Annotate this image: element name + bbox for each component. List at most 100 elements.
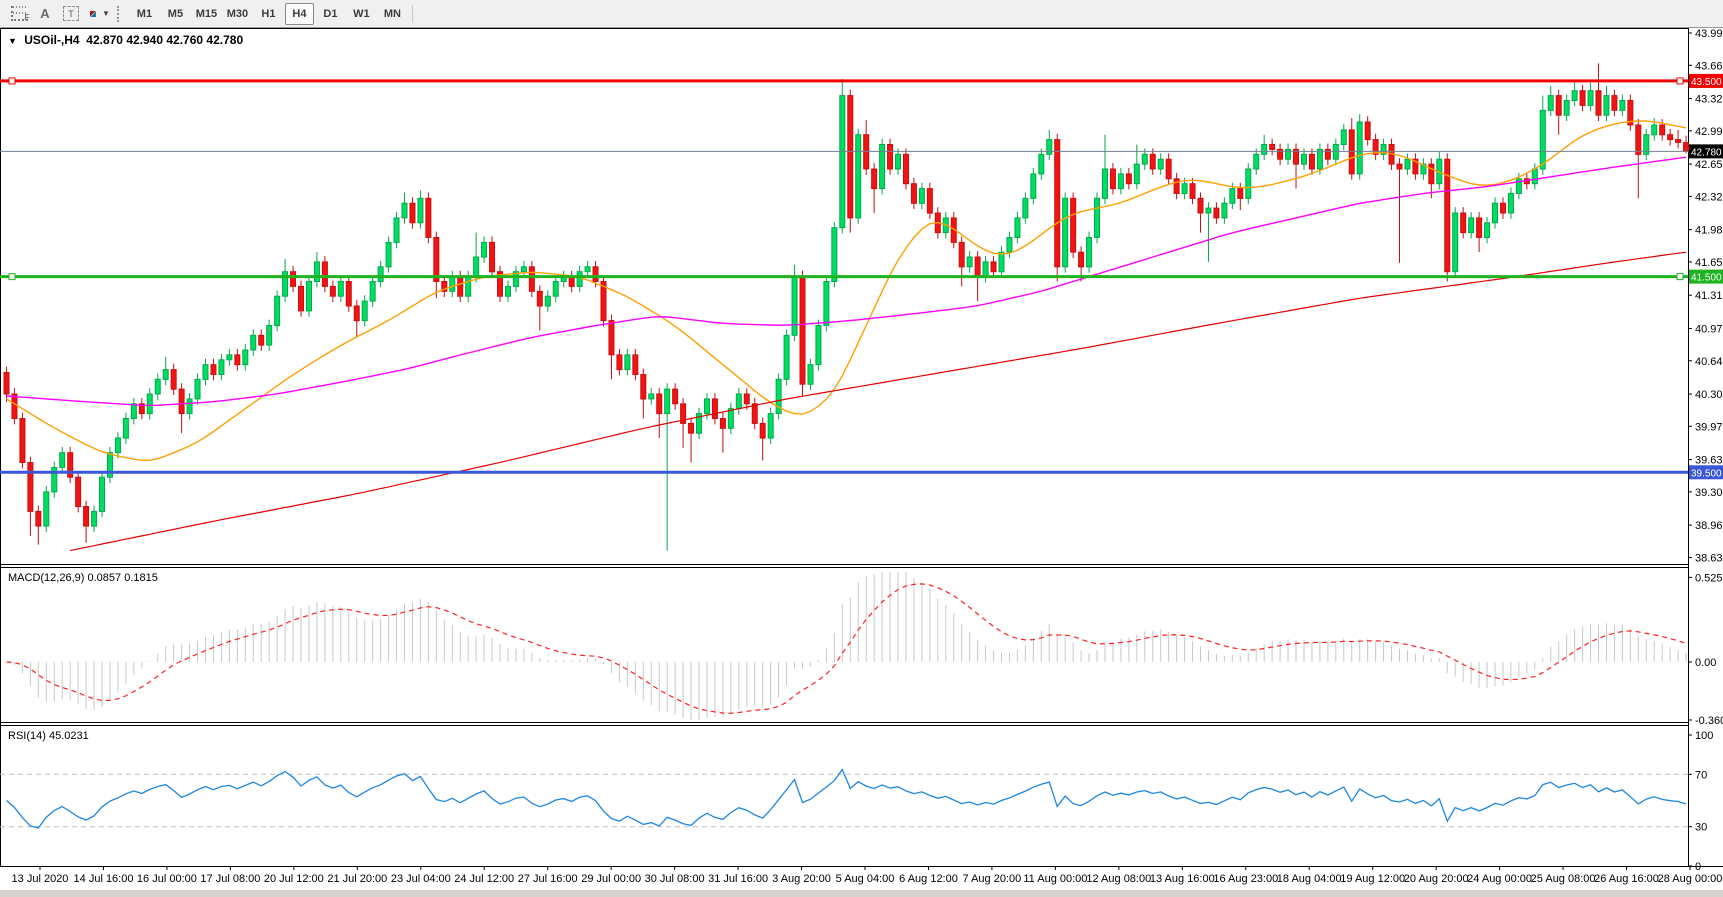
ma-slow-red	[70, 251, 1687, 552]
candle	[887, 144, 894, 170]
candle	[138, 403, 145, 415]
candle	[1062, 197, 1069, 268]
candle	[823, 281, 830, 326]
candle	[305, 281, 312, 312]
ma-medium-magenta	[6, 156, 1687, 407]
candle	[481, 241, 488, 258]
timeframe-m15-button[interactable]: M15	[195, 7, 218, 20]
time-label: 13 Jul 2020	[12, 873, 69, 885]
timeframe-m1-button[interactable]: M1	[136, 7, 153, 20]
price-badge-label: 41.500	[1691, 273, 1722, 284]
time-label: 21 Jul 20:00	[327, 873, 387, 885]
candle	[114, 437, 121, 454]
chart-canvas[interactable]: 43.990 43.660 43.320 42.990 42.650 42.320 41.9…	[0, 28, 1723, 897]
timeframe-m30-button[interactable]: M30	[226, 7, 249, 20]
candle	[473, 256, 480, 278]
candle	[1460, 212, 1467, 234]
chevron-down-icon: ▼	[102, 9, 110, 18]
timeframe-m5-button[interactable]: M5	[167, 7, 184, 20]
price-axis[interactable]: 43.990 43.660 43.320 42.990 42.650 42.320 41.9…	[1688, 28, 1723, 564]
candle	[122, 418, 129, 439]
candle	[1261, 144, 1268, 155]
candle	[154, 378, 161, 395]
support-line[interactable]	[0, 273, 1688, 281]
candle	[1300, 153, 1307, 165]
candle	[1499, 202, 1506, 214]
text-annotation-button[interactable]: A	[33, 3, 57, 25]
candle	[258, 334, 265, 346]
time-label: 19 Aug 12:00	[1340, 873, 1405, 885]
candle	[409, 202, 416, 224]
candle	[847, 95, 854, 219]
symbol-timeframe-label: USOil-,H4	[24, 33, 80, 47]
candle	[799, 276, 806, 385]
candle	[1245, 168, 1252, 199]
macd-signal-line	[6, 583, 1687, 714]
candle	[1563, 100, 1570, 116]
candle	[910, 183, 917, 204]
candle	[608, 320, 615, 356]
rsi-tick-label: 100	[1695, 730, 1713, 742]
grid-properties-button[interactable]: F	[7, 3, 31, 25]
resistance-line[interactable]	[0, 77, 1688, 85]
line-anchor	[1676, 273, 1684, 281]
candle	[1189, 183, 1196, 199]
arrow-objects-button[interactable]: ▼	[84, 3, 111, 25]
time-label: 6 Aug 12:00	[899, 873, 958, 885]
candle	[544, 295, 551, 307]
timeframe-d1-button[interactable]: D1	[323, 7, 338, 20]
time-label: 17 Jul 08:00	[200, 873, 260, 885]
candle	[1213, 207, 1220, 219]
candle	[536, 290, 543, 307]
timeframe-h4-button[interactable]: H4	[284, 2, 314, 25]
candle	[1316, 148, 1323, 170]
candle	[584, 266, 591, 273]
candle	[337, 281, 344, 297]
time-label: 13 Aug 16:00	[1150, 873, 1215, 885]
candle	[1380, 144, 1387, 155]
chart-dropdown-icon[interactable]: ▼	[8, 36, 17, 46]
time-axis[interactable]: 13 Jul 2020 14 Jul 16:00 16 Jul 00:00 17 Ju…	[12, 866, 1723, 885]
timeframe-w1-button[interactable]: W1	[353, 7, 370, 20]
candle	[1667, 134, 1674, 141]
price-tick-label: 38.960	[1695, 520, 1723, 532]
candle	[202, 364, 209, 380]
time-label: 28 Aug 00:00	[1658, 873, 1723, 885]
timeframe-h1-button[interactable]: H1	[261, 7, 276, 20]
candle	[1133, 163, 1140, 185]
price-tick-label: 40.300	[1695, 389, 1723, 401]
candle	[1221, 202, 1228, 219]
price-tick-label: 43.990	[1695, 28, 1723, 40]
candle	[1683, 142, 1690, 152]
macd-axis[interactable]: 0.5257 0.00 -0.3603	[1688, 572, 1723, 727]
text-label-button[interactable]: T	[59, 3, 83, 25]
open-value: 42.870	[86, 33, 123, 47]
candle	[831, 227, 838, 282]
grid-f-icon: F	[10, 6, 30, 22]
time-label: 20 Jul 12:00	[264, 873, 324, 885]
candle	[918, 188, 925, 204]
toolbar: F A T ▼ M1 M5 M15 M30 H1 H4 D1 W1 MN	[0, 0, 1723, 28]
candle	[696, 413, 703, 434]
timeframe-mn-button[interactable]: MN	[383, 7, 401, 20]
candle	[735, 393, 742, 410]
candle	[99, 476, 106, 512]
candle	[91, 510, 98, 527]
candle	[719, 418, 726, 429]
toolbar-drag-handle[interactable]	[116, 5, 124, 22]
candle	[1269, 144, 1276, 150]
rsi-axis[interactable]: 100 70 30 0	[1688, 730, 1713, 873]
candle	[441, 281, 448, 292]
price-tick-label: 41.650	[1695, 257, 1723, 269]
time-label: 26 Aug 16:00	[1594, 873, 1659, 885]
candle	[282, 271, 289, 297]
candle	[106, 452, 113, 478]
macd-main-value: 0.0857	[87, 572, 122, 584]
candle	[1452, 212, 1459, 273]
ma-fast-orange	[6, 120, 1687, 461]
time-label: 30 Jul 08:00	[645, 873, 705, 885]
candle	[759, 422, 766, 439]
candle	[290, 271, 297, 287]
candle	[329, 285, 336, 297]
candle	[1308, 153, 1315, 170]
